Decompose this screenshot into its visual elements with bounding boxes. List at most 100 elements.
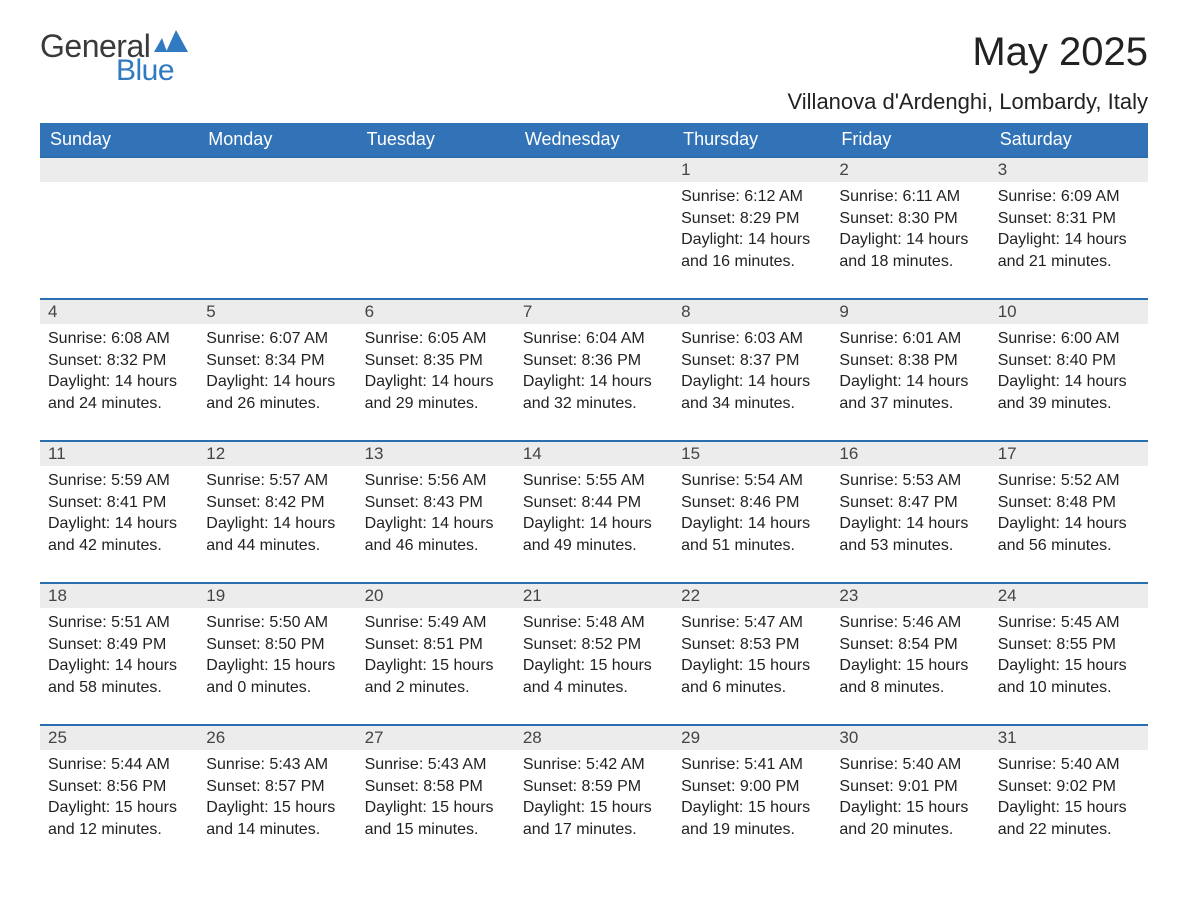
- calendar-day-cell: 24Sunrise: 5:45 AMSunset: 8:55 PMDayligh…: [990, 582, 1148, 724]
- daylight-line: Daylight: 14 hours and 18 minutes.: [839, 229, 981, 272]
- day-details: Sunrise: 5:56 AMSunset: 8:43 PMDaylight:…: [357, 466, 515, 562]
- sunset-line: Sunset: 8:41 PM: [48, 492, 190, 514]
- sunset-line: Sunset: 8:59 PM: [523, 776, 665, 798]
- sunset-line: Sunset: 9:02 PM: [998, 776, 1140, 798]
- daylight-line: Daylight: 14 hours and 46 minutes.: [365, 513, 507, 556]
- day-number: 10: [990, 298, 1148, 324]
- day-number: 12: [198, 440, 356, 466]
- calendar-day-cell: 17Sunrise: 5:52 AMSunset: 8:48 PMDayligh…: [990, 440, 1148, 582]
- day-details: Sunrise: 5:43 AMSunset: 8:57 PMDaylight:…: [198, 750, 356, 846]
- day-details: Sunrise: 5:55 AMSunset: 8:44 PMDaylight:…: [515, 466, 673, 562]
- day-details: Sunrise: 6:05 AMSunset: 8:35 PMDaylight:…: [357, 324, 515, 420]
- day-number: 7: [515, 298, 673, 324]
- calendar-day-cell: 8Sunrise: 6:03 AMSunset: 8:37 PMDaylight…: [673, 298, 831, 440]
- calendar-day-cell: 30Sunrise: 5:40 AMSunset: 9:01 PMDayligh…: [831, 724, 989, 866]
- weekday-header-row: Sunday Monday Tuesday Wednesday Thursday…: [40, 123, 1148, 156]
- daylight-line: Daylight: 14 hours and 49 minutes.: [523, 513, 665, 556]
- page-title: May 2025: [788, 30, 1149, 75]
- daylight-line: Daylight: 15 hours and 10 minutes.: [998, 655, 1140, 698]
- daylight-line: Daylight: 14 hours and 39 minutes.: [998, 371, 1140, 414]
- day-details: Sunrise: 6:03 AMSunset: 8:37 PMDaylight:…: [673, 324, 831, 420]
- calendar-day-cell: 15Sunrise: 5:54 AMSunset: 8:46 PMDayligh…: [673, 440, 831, 582]
- calendar-day-cell: 29Sunrise: 5:41 AMSunset: 9:00 PMDayligh…: [673, 724, 831, 866]
- daylight-line: Daylight: 15 hours and 4 minutes.: [523, 655, 665, 698]
- calendar-day-cell: 26Sunrise: 5:43 AMSunset: 8:57 PMDayligh…: [198, 724, 356, 866]
- day-details: Sunrise: 5:40 AMSunset: 9:01 PMDaylight:…: [831, 750, 989, 846]
- daylight-line: Daylight: 14 hours and 58 minutes.: [48, 655, 190, 698]
- calendar-day-cell: [515, 156, 673, 298]
- sunrise-line: Sunrise: 5:51 AM: [48, 612, 190, 634]
- sunset-line: Sunset: 8:31 PM: [998, 208, 1140, 230]
- calendar-day-cell: 5Sunrise: 6:07 AMSunset: 8:34 PMDaylight…: [198, 298, 356, 440]
- sunset-line: Sunset: 8:30 PM: [839, 208, 981, 230]
- daylight-line: Daylight: 14 hours and 37 minutes.: [839, 371, 981, 414]
- daylight-line: Daylight: 15 hours and 0 minutes.: [206, 655, 348, 698]
- weekday-header: Saturday: [990, 123, 1148, 156]
- day-number: 6: [357, 298, 515, 324]
- sunrise-line: Sunrise: 5:47 AM: [681, 612, 823, 634]
- calendar-day-cell: 12Sunrise: 5:57 AMSunset: 8:42 PMDayligh…: [198, 440, 356, 582]
- sunrise-line: Sunrise: 6:04 AM: [523, 328, 665, 350]
- sunset-line: Sunset: 8:36 PM: [523, 350, 665, 372]
- calendar-day-cell: 28Sunrise: 5:42 AMSunset: 8:59 PMDayligh…: [515, 724, 673, 866]
- day-number: 2: [831, 156, 989, 182]
- day-number: 16: [831, 440, 989, 466]
- day-details: Sunrise: 5:40 AMSunset: 9:02 PMDaylight:…: [990, 750, 1148, 846]
- calendar-day-cell: 20Sunrise: 5:49 AMSunset: 8:51 PMDayligh…: [357, 582, 515, 724]
- day-details: Sunrise: 5:53 AMSunset: 8:47 PMDaylight:…: [831, 466, 989, 562]
- sunset-line: Sunset: 8:57 PM: [206, 776, 348, 798]
- sunset-line: Sunset: 8:55 PM: [998, 634, 1140, 656]
- day-details: Sunrise: 5:48 AMSunset: 8:52 PMDaylight:…: [515, 608, 673, 704]
- sunset-line: Sunset: 8:35 PM: [365, 350, 507, 372]
- logo-flag-icon: [154, 30, 188, 56]
- sunset-line: Sunset: 9:00 PM: [681, 776, 823, 798]
- day-number: 13: [357, 440, 515, 466]
- day-number: 20: [357, 582, 515, 608]
- day-details: Sunrise: 5:52 AMSunset: 8:48 PMDaylight:…: [990, 466, 1148, 562]
- sunset-line: Sunset: 8:53 PM: [681, 634, 823, 656]
- day-number: 11: [40, 440, 198, 466]
- daylight-line: Daylight: 14 hours and 29 minutes.: [365, 371, 507, 414]
- calendar-week-row: 1Sunrise: 6:12 AMSunset: 8:29 PMDaylight…: [40, 156, 1148, 298]
- day-details: Sunrise: 5:46 AMSunset: 8:54 PMDaylight:…: [831, 608, 989, 704]
- sunset-line: Sunset: 8:51 PM: [365, 634, 507, 656]
- calendar-day-cell: 22Sunrise: 5:47 AMSunset: 8:53 PMDayligh…: [673, 582, 831, 724]
- day-number: 22: [673, 582, 831, 608]
- sunrise-line: Sunrise: 5:42 AM: [523, 754, 665, 776]
- day-details: Sunrise: 5:42 AMSunset: 8:59 PMDaylight:…: [515, 750, 673, 846]
- sunset-line: Sunset: 9:01 PM: [839, 776, 981, 798]
- calendar-day-cell: 14Sunrise: 5:55 AMSunset: 8:44 PMDayligh…: [515, 440, 673, 582]
- day-number: 19: [198, 582, 356, 608]
- daylight-line: Daylight: 14 hours and 44 minutes.: [206, 513, 348, 556]
- daylight-line: Daylight: 14 hours and 24 minutes.: [48, 371, 190, 414]
- daylight-line: Daylight: 14 hours and 34 minutes.: [681, 371, 823, 414]
- sunrise-line: Sunrise: 6:09 AM: [998, 186, 1140, 208]
- weekday-header: Friday: [831, 123, 989, 156]
- sunrise-line: Sunrise: 5:41 AM: [681, 754, 823, 776]
- day-details: Sunrise: 5:50 AMSunset: 8:50 PMDaylight:…: [198, 608, 356, 704]
- day-details: Sunrise: 5:57 AMSunset: 8:42 PMDaylight:…: [198, 466, 356, 562]
- daylight-line: Daylight: 15 hours and 14 minutes.: [206, 797, 348, 840]
- daylight-line: Daylight: 14 hours and 32 minutes.: [523, 371, 665, 414]
- calendar-day-cell: 4Sunrise: 6:08 AMSunset: 8:32 PMDaylight…: [40, 298, 198, 440]
- daylight-line: Daylight: 14 hours and 51 minutes.: [681, 513, 823, 556]
- day-details: Sunrise: 5:44 AMSunset: 8:56 PMDaylight:…: [40, 750, 198, 846]
- sunrise-line: Sunrise: 5:44 AM: [48, 754, 190, 776]
- calendar-day-cell: 27Sunrise: 5:43 AMSunset: 8:58 PMDayligh…: [357, 724, 515, 866]
- weekday-header: Tuesday: [357, 123, 515, 156]
- sunrise-line: Sunrise: 5:59 AM: [48, 470, 190, 492]
- day-number: 30: [831, 724, 989, 750]
- day-details: Sunrise: 5:59 AMSunset: 8:41 PMDaylight:…: [40, 466, 198, 562]
- daylight-line: Daylight: 14 hours and 53 minutes.: [839, 513, 981, 556]
- sunrise-line: Sunrise: 6:07 AM: [206, 328, 348, 350]
- sunset-line: Sunset: 8:32 PM: [48, 350, 190, 372]
- weekday-header: Sunday: [40, 123, 198, 156]
- sunset-line: Sunset: 8:34 PM: [206, 350, 348, 372]
- day-number-empty: [198, 156, 356, 182]
- sunrise-line: Sunrise: 5:50 AM: [206, 612, 348, 634]
- day-details: Sunrise: 6:04 AMSunset: 8:36 PMDaylight:…: [515, 324, 673, 420]
- sunset-line: Sunset: 8:47 PM: [839, 492, 981, 514]
- daylight-line: Daylight: 14 hours and 21 minutes.: [998, 229, 1140, 272]
- sunset-line: Sunset: 8:50 PM: [206, 634, 348, 656]
- sunrise-line: Sunrise: 5:43 AM: [206, 754, 348, 776]
